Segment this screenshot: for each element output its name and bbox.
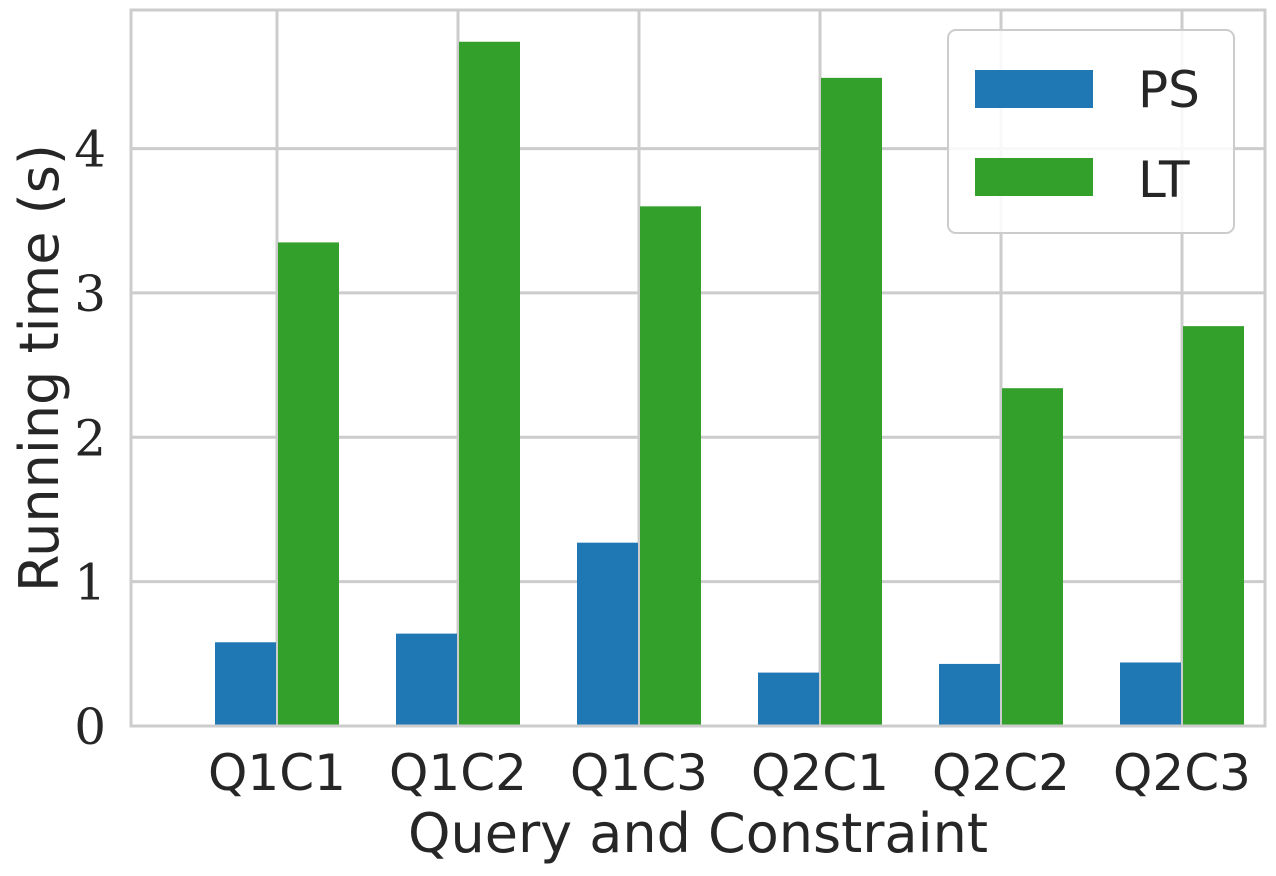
y-axis-title: Running time (s) bbox=[8, 144, 71, 592]
x-axis-title: Query and Constraint bbox=[408, 802, 988, 865]
x-tick-label: Q1C3 bbox=[570, 744, 708, 802]
bar-ps-q1c1 bbox=[215, 642, 276, 726]
bar-ps-q1c2 bbox=[396, 633, 457, 726]
bar-lt-q1c3 bbox=[640, 206, 701, 727]
x-tick-label: Q1C2 bbox=[389, 744, 527, 802]
bar-lt-q2c2 bbox=[1002, 388, 1063, 726]
bar-ps-q2c3 bbox=[1120, 662, 1181, 726]
bar-lt-q2c1 bbox=[821, 77, 882, 726]
plot-frame bbox=[129, 8, 1267, 728]
legend-label-ps: PS bbox=[1138, 61, 1200, 119]
y-tick-label: 0 bbox=[74, 698, 106, 756]
x-tick-label: Q1C1 bbox=[208, 744, 346, 802]
legend: PS LT bbox=[947, 29, 1235, 234]
x-tick-label: Q2C1 bbox=[751, 744, 889, 802]
bar-ps-q2c1 bbox=[758, 672, 819, 726]
y-tick-label: 4 bbox=[74, 121, 106, 179]
bar-ps-q2c2 bbox=[939, 663, 1000, 726]
bar-lt-q1c2 bbox=[459, 41, 520, 727]
legend-label-lt: LT bbox=[1138, 151, 1190, 209]
bar-lt-q1c1 bbox=[278, 242, 339, 726]
x-tick-label: Q2C2 bbox=[932, 744, 1070, 802]
x-axis-ticks: Q1C1 Q1C2 Q1C3 Q2C1 Q2C2 Q2C3 bbox=[208, 744, 1251, 802]
y-axis-ticks: 0 1 2 3 4 bbox=[74, 121, 106, 756]
legend-swatch-ps bbox=[975, 70, 1093, 108]
y-tick-label: 1 bbox=[74, 554, 106, 612]
legend-swatch-lt bbox=[975, 158, 1093, 196]
bars bbox=[215, 41, 1244, 727]
y-tick-label: 3 bbox=[74, 265, 106, 323]
bar-lt-q2c3 bbox=[1183, 326, 1244, 726]
y-tick-label: 2 bbox=[74, 409, 106, 467]
bar-ps-q1c3 bbox=[577, 542, 638, 726]
x-tick-label: Q2C3 bbox=[1113, 744, 1251, 802]
